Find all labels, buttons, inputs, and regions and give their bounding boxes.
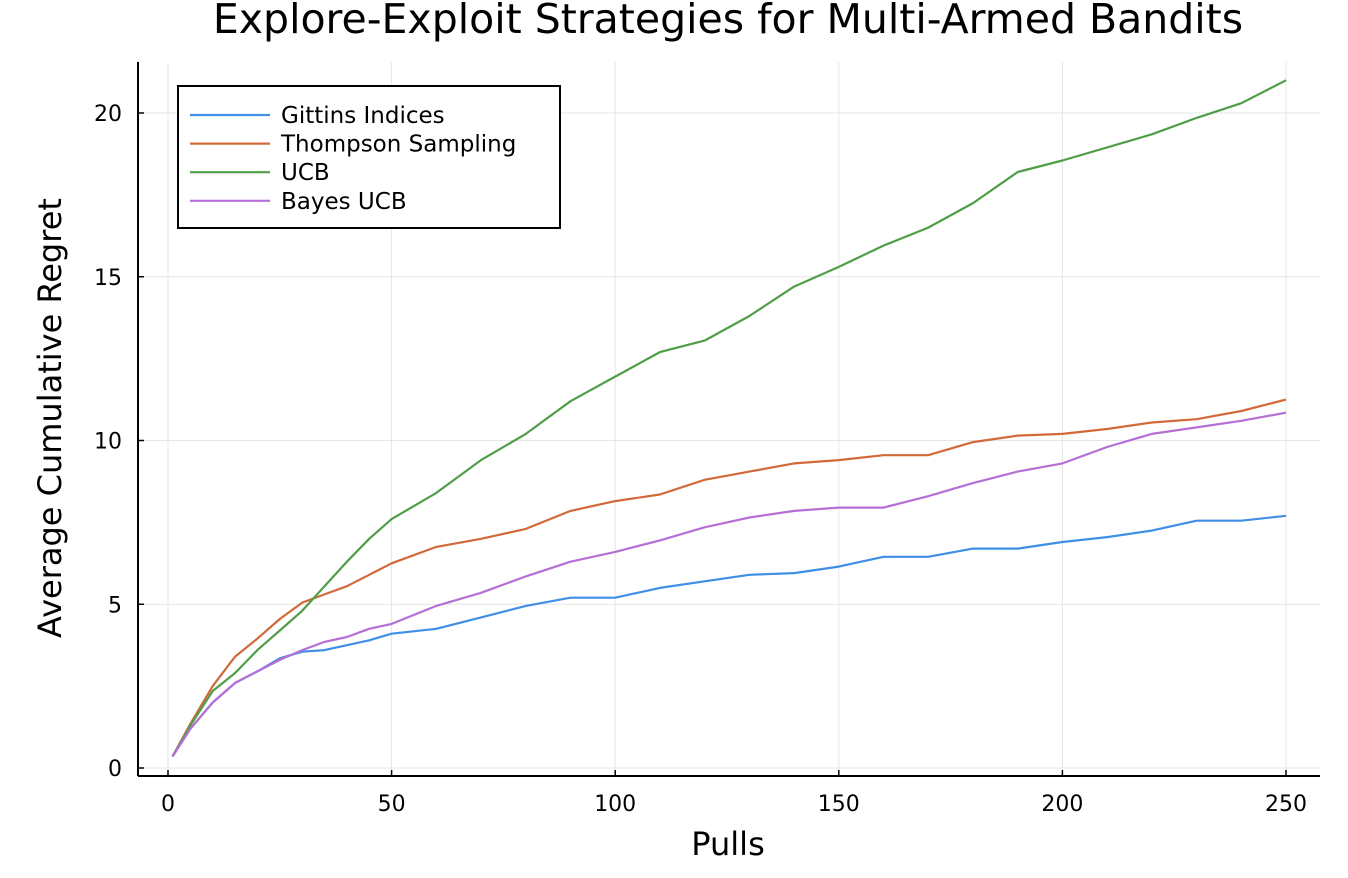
- legend-label: Bayes UCB: [281, 189, 407, 215]
- series-line-3: [171, 79, 1287, 758]
- y-tick-label: 15: [94, 266, 122, 291]
- x-tick-label: 150: [818, 792, 860, 817]
- x-axis-label: Pulls: [691, 825, 764, 863]
- y-tick-label: 10: [94, 430, 122, 455]
- legend-label: Gittins Indices: [281, 103, 445, 129]
- x-tick-label: 200: [1041, 792, 1083, 817]
- legend-label: Thompson Sampling: [280, 132, 516, 158]
- y-tick-label: 0: [108, 757, 122, 782]
- chart-title: Explore-Exploit Strategies for Multi-Arm…: [213, 0, 1243, 43]
- y-tick-label: 5: [108, 593, 122, 618]
- series-line-1: [171, 514, 1287, 758]
- series-line-2: [171, 398, 1287, 758]
- x-tick-label: 0: [161, 792, 175, 817]
- axes: 0 50 100 150 200 250 0 5 10 15 20: [94, 62, 1320, 817]
- series-lines: [171, 79, 1287, 758]
- x-tick-label: 100: [594, 792, 636, 817]
- legend-box: [177, 85, 561, 229]
- x-tick-label: 50: [378, 792, 406, 817]
- x-tick-label: 250: [1265, 792, 1307, 817]
- series-line-4: [171, 411, 1287, 758]
- legend-label: UCB: [281, 160, 330, 186]
- y-axis-label: Average Cumulative Regret: [31, 198, 69, 638]
- y-tick-label: 20: [94, 102, 122, 127]
